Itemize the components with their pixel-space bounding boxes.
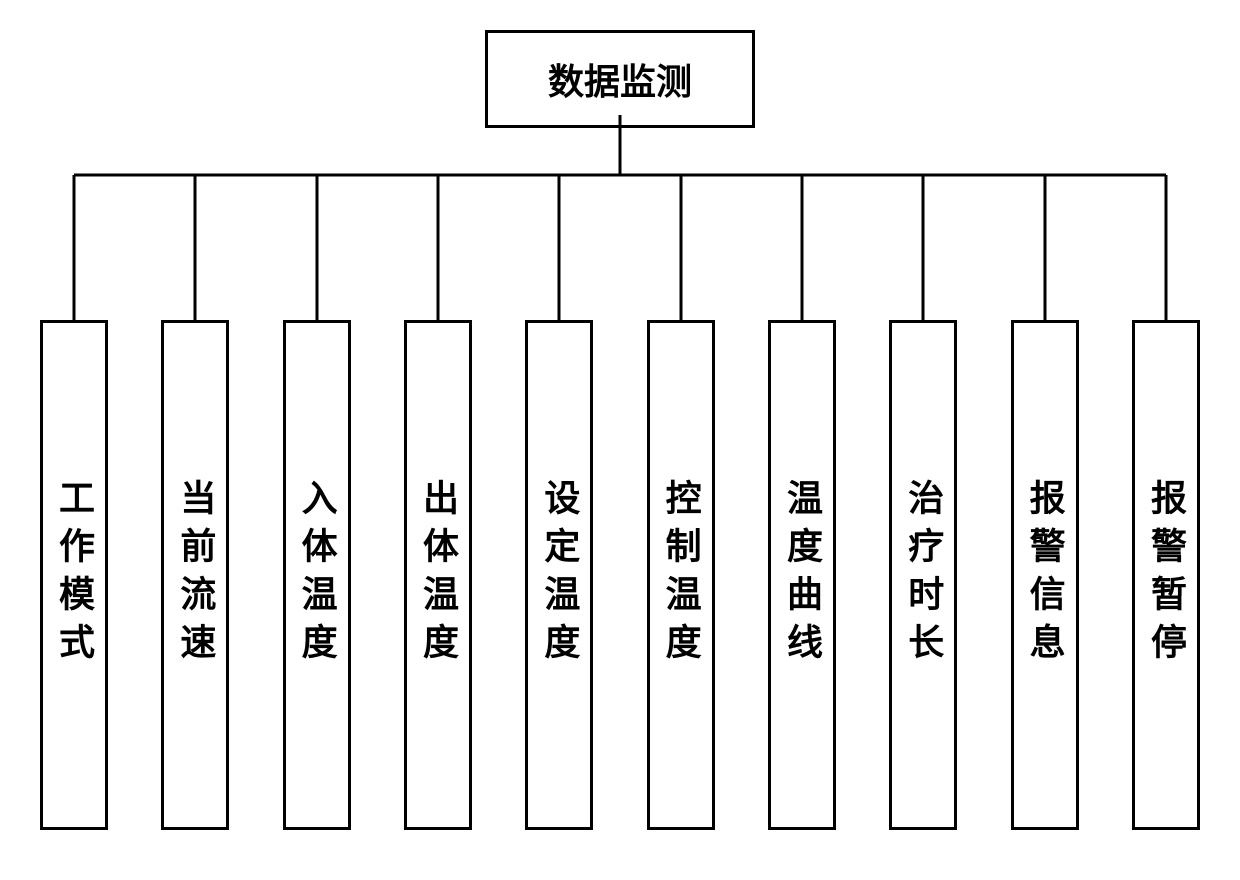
child-label: 控制温度 (663, 479, 699, 671)
child-label: 入体温度 (299, 479, 335, 671)
child-node: 工作模式 (40, 320, 108, 830)
child-node: 报警暂停 (1132, 320, 1200, 830)
child-node: 治疗时长 (889, 320, 957, 830)
child-label: 出体温度 (420, 479, 456, 671)
children-row: 工作模式 当前流速 入体温度 出体温度 设定温度 控制温度 温度曲线 治疗时长 报警信息 报警暂停 (40, 320, 1200, 830)
root-label: 数据监测 (548, 61, 692, 102)
child-node: 控制温度 (647, 320, 715, 830)
child-label: 工作模式 (56, 479, 92, 671)
root-node: 数据监测 (485, 30, 755, 128)
child-node: 入体温度 (283, 320, 351, 830)
child-label: 当前流速 (177, 479, 213, 671)
child-label: 设定温度 (541, 479, 577, 671)
child-node: 出体温度 (404, 320, 472, 830)
child-label: 报警信息 (1027, 479, 1063, 671)
child-node: 设定温度 (525, 320, 593, 830)
child-label: 温度曲线 (784, 479, 820, 671)
tree-diagram: 数据监测 工作模式 当前流速 入体温度 出体温度 设定温度 控制温度 温度曲线 治疗时长 报警信… (40, 30, 1200, 850)
child-node: 报警信息 (1011, 320, 1079, 830)
child-label: 报警暂停 (1148, 479, 1184, 671)
child-label: 治疗时长 (905, 479, 941, 671)
child-node: 当前流速 (161, 320, 229, 830)
child-node: 温度曲线 (768, 320, 836, 830)
